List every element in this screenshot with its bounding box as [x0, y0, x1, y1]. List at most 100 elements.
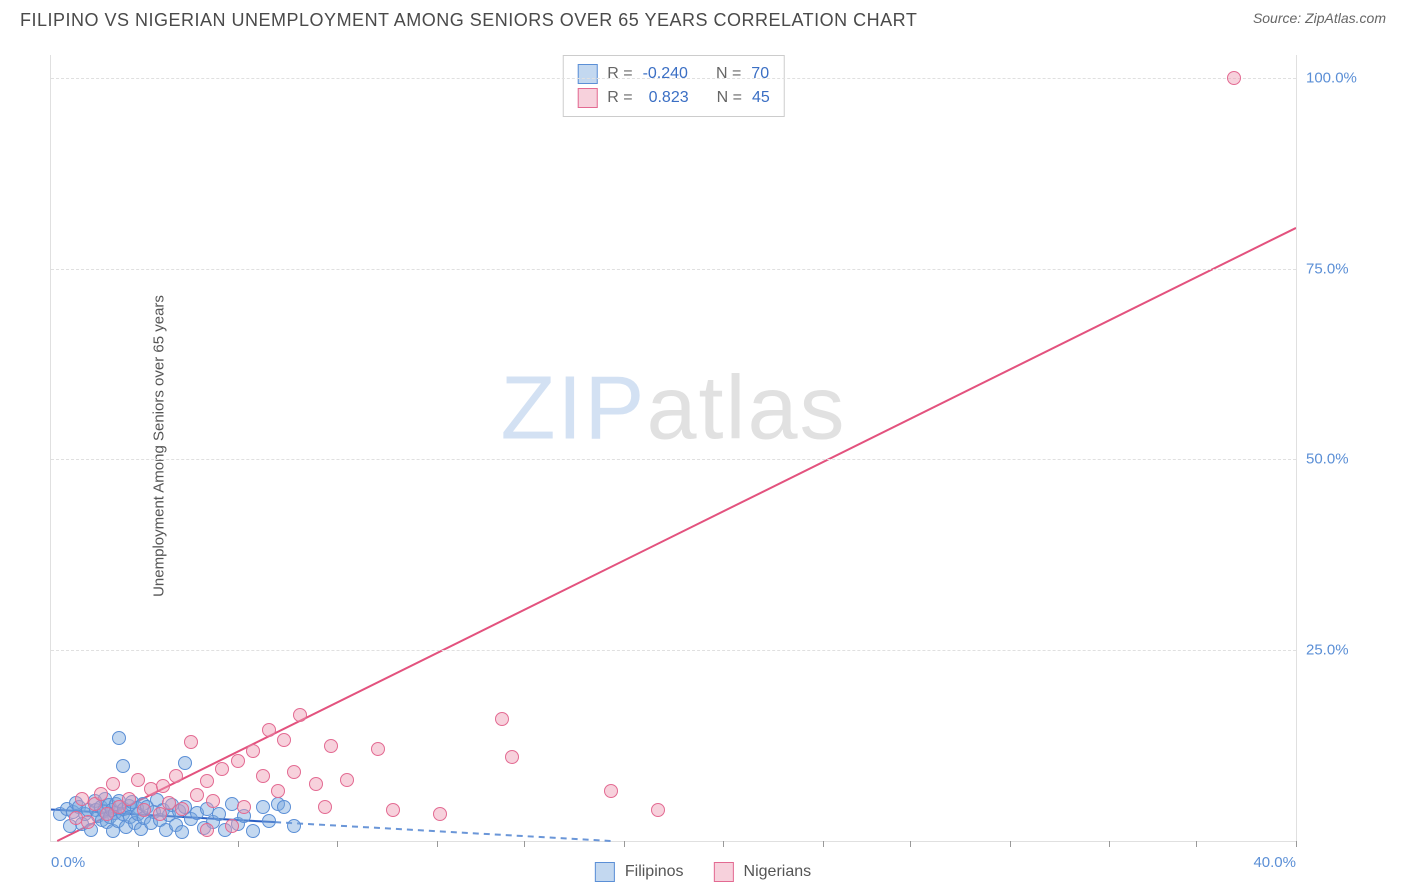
gridline-h [51, 269, 1296, 270]
x-tick-label: 0.0% [51, 854, 85, 871]
stats-n-value-filipinos: 70 [751, 65, 769, 83]
x-tick-mark [910, 841, 911, 847]
data-point [190, 788, 204, 802]
data-point [604, 784, 618, 798]
legend-item-filipinos: Filipinos [595, 862, 684, 882]
data-point [137, 803, 151, 817]
source-attribution: Source: ZipAtlas.com [1253, 10, 1386, 26]
stats-r-label: R = [607, 65, 632, 83]
stats-n-value-nigerians: 45 [752, 89, 770, 107]
data-point [169, 769, 183, 783]
regression-lines [51, 55, 1296, 841]
scatter-chart: ZIPatlas R = -0.240 N = 70 R = 0.823 N =… [50, 55, 1296, 842]
legend-swatch-nigerians [714, 862, 734, 882]
watermark-zip: ZIP [500, 358, 646, 458]
data-point [318, 800, 332, 814]
y-tick-label: 75.0% [1306, 260, 1386, 277]
data-point [256, 769, 270, 783]
data-point [225, 819, 239, 833]
data-point [215, 762, 229, 776]
data-point [200, 774, 214, 788]
x-tick-mark [1196, 841, 1197, 847]
stats-r-value-filipinos: -0.240 [643, 65, 688, 83]
stats-n-label: N = [717, 89, 742, 107]
data-point [122, 792, 136, 806]
data-point [324, 739, 338, 753]
data-point [1227, 71, 1241, 85]
y-tick-label: 25.0% [1306, 642, 1386, 659]
x-tick-mark [337, 841, 338, 847]
data-point [212, 807, 226, 821]
data-point [246, 744, 260, 758]
gridline-v [1296, 55, 1297, 841]
data-point [231, 754, 245, 768]
stats-row-filipinos: R = -0.240 N = 70 [577, 62, 770, 86]
bottom-legend: Filipinos Nigerians [595, 862, 811, 882]
chart-title: FILIPINO VS NIGERIAN UNEMPLOYMENT AMONG … [20, 10, 917, 31]
stats-r-label: R = [607, 89, 632, 107]
data-point [271, 784, 285, 798]
stats-legend: R = -0.240 N = 70 R = 0.823 N = 45 [562, 55, 785, 117]
data-point [256, 800, 270, 814]
gridline-h [51, 650, 1296, 651]
data-point [651, 803, 665, 817]
data-point [262, 723, 276, 737]
y-tick-label: 50.0% [1306, 451, 1386, 468]
stats-swatch-filipinos [577, 64, 597, 84]
legend-label-nigerians: Nigerians [744, 863, 812, 881]
data-point [178, 756, 192, 770]
stats-n-label: N = [716, 65, 741, 83]
data-point [200, 823, 214, 837]
data-point [81, 815, 95, 829]
watermark: ZIPatlas [500, 357, 846, 460]
watermark-atlas: atlas [646, 358, 846, 458]
stats-row-nigerians: R = 0.823 N = 45 [577, 86, 770, 110]
data-point [184, 735, 198, 749]
x-tick-mark [823, 841, 824, 847]
data-point [293, 708, 307, 722]
data-point [386, 803, 400, 817]
data-point [246, 824, 260, 838]
legend-item-nigerians: Nigerians [714, 862, 812, 882]
data-point [153, 807, 167, 821]
data-point [175, 825, 189, 839]
x-tick-mark [624, 841, 625, 847]
data-point [237, 800, 251, 814]
x-tick-mark [238, 841, 239, 847]
x-tick-mark [437, 841, 438, 847]
y-tick-label: 100.0% [1306, 69, 1386, 86]
data-point [100, 807, 114, 821]
data-point [156, 779, 170, 793]
data-point [495, 712, 509, 726]
data-point [505, 750, 519, 764]
data-point [371, 742, 385, 756]
x-tick-mark [138, 841, 139, 847]
data-point [112, 731, 126, 745]
x-tick-mark [1109, 841, 1110, 847]
data-point [175, 802, 189, 816]
data-point [262, 814, 276, 828]
data-point [287, 819, 301, 833]
legend-swatch-filipinos [595, 862, 615, 882]
data-point [131, 773, 145, 787]
data-point [206, 794, 220, 808]
data-point [277, 733, 291, 747]
x-tick-mark [1296, 841, 1297, 847]
gridline-h [51, 78, 1296, 79]
gridline-h [51, 459, 1296, 460]
legend-label-filipinos: Filipinos [625, 863, 684, 881]
data-point [116, 759, 130, 773]
x-tick-mark [723, 841, 724, 847]
data-point [106, 777, 120, 791]
data-point [433, 807, 447, 821]
x-tick-mark [524, 841, 525, 847]
data-point [287, 765, 301, 779]
stats-r-value-nigerians: 0.823 [643, 89, 689, 107]
data-point [340, 773, 354, 787]
x-tick-label: 40.0% [1253, 854, 1296, 871]
data-point [309, 777, 323, 791]
data-point [277, 800, 291, 814]
data-point [94, 787, 108, 801]
x-tick-mark [1010, 841, 1011, 847]
stats-swatch-nigerians [577, 88, 597, 108]
